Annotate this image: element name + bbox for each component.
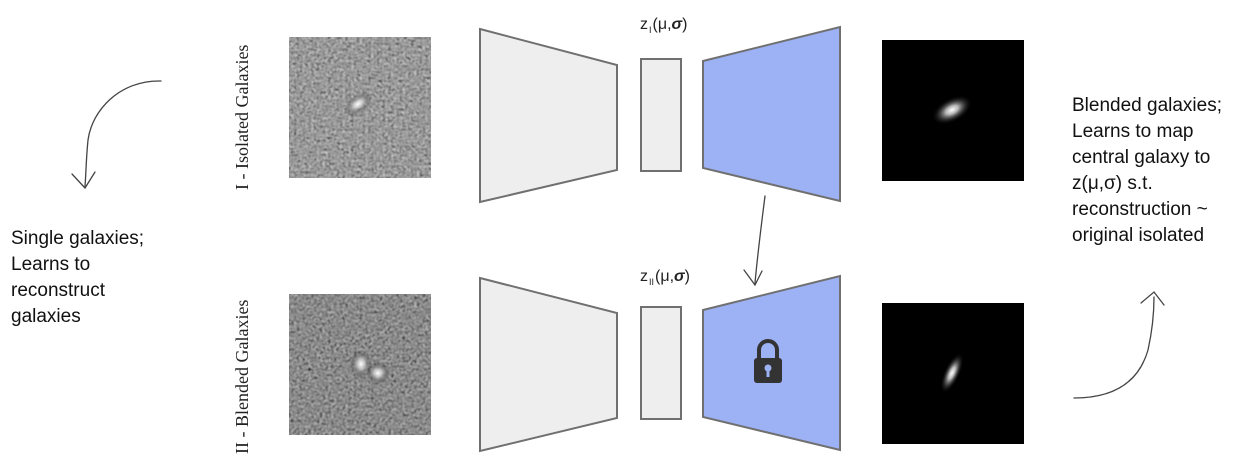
output-image-stage2 xyxy=(882,303,1024,444)
left-note: Single galaxies; Learns to reconstruct g… xyxy=(11,228,145,327)
output-image-stage1 xyxy=(882,40,1024,181)
encoder-stage1 xyxy=(479,27,618,204)
latent-label-stage1: zI(μ,σ) xyxy=(640,16,688,35)
decoder-stage1 xyxy=(702,25,841,203)
input-image-blended xyxy=(289,294,431,435)
latent-box-stage1 xyxy=(640,58,682,172)
encoder-stage2 xyxy=(479,276,618,453)
arrow-right-note xyxy=(1073,291,1165,399)
arrow-transfer-decoder xyxy=(743,195,766,287)
latent-label-stage2: zII(μ,σ) xyxy=(640,268,690,287)
lock-icon xyxy=(754,339,782,383)
arrow-left-note xyxy=(71,80,162,190)
right-note: Blended galaxies; Learns to map central … xyxy=(1072,95,1222,246)
latent-box-stage2 xyxy=(640,306,682,420)
input-image-isolated xyxy=(289,37,431,178)
